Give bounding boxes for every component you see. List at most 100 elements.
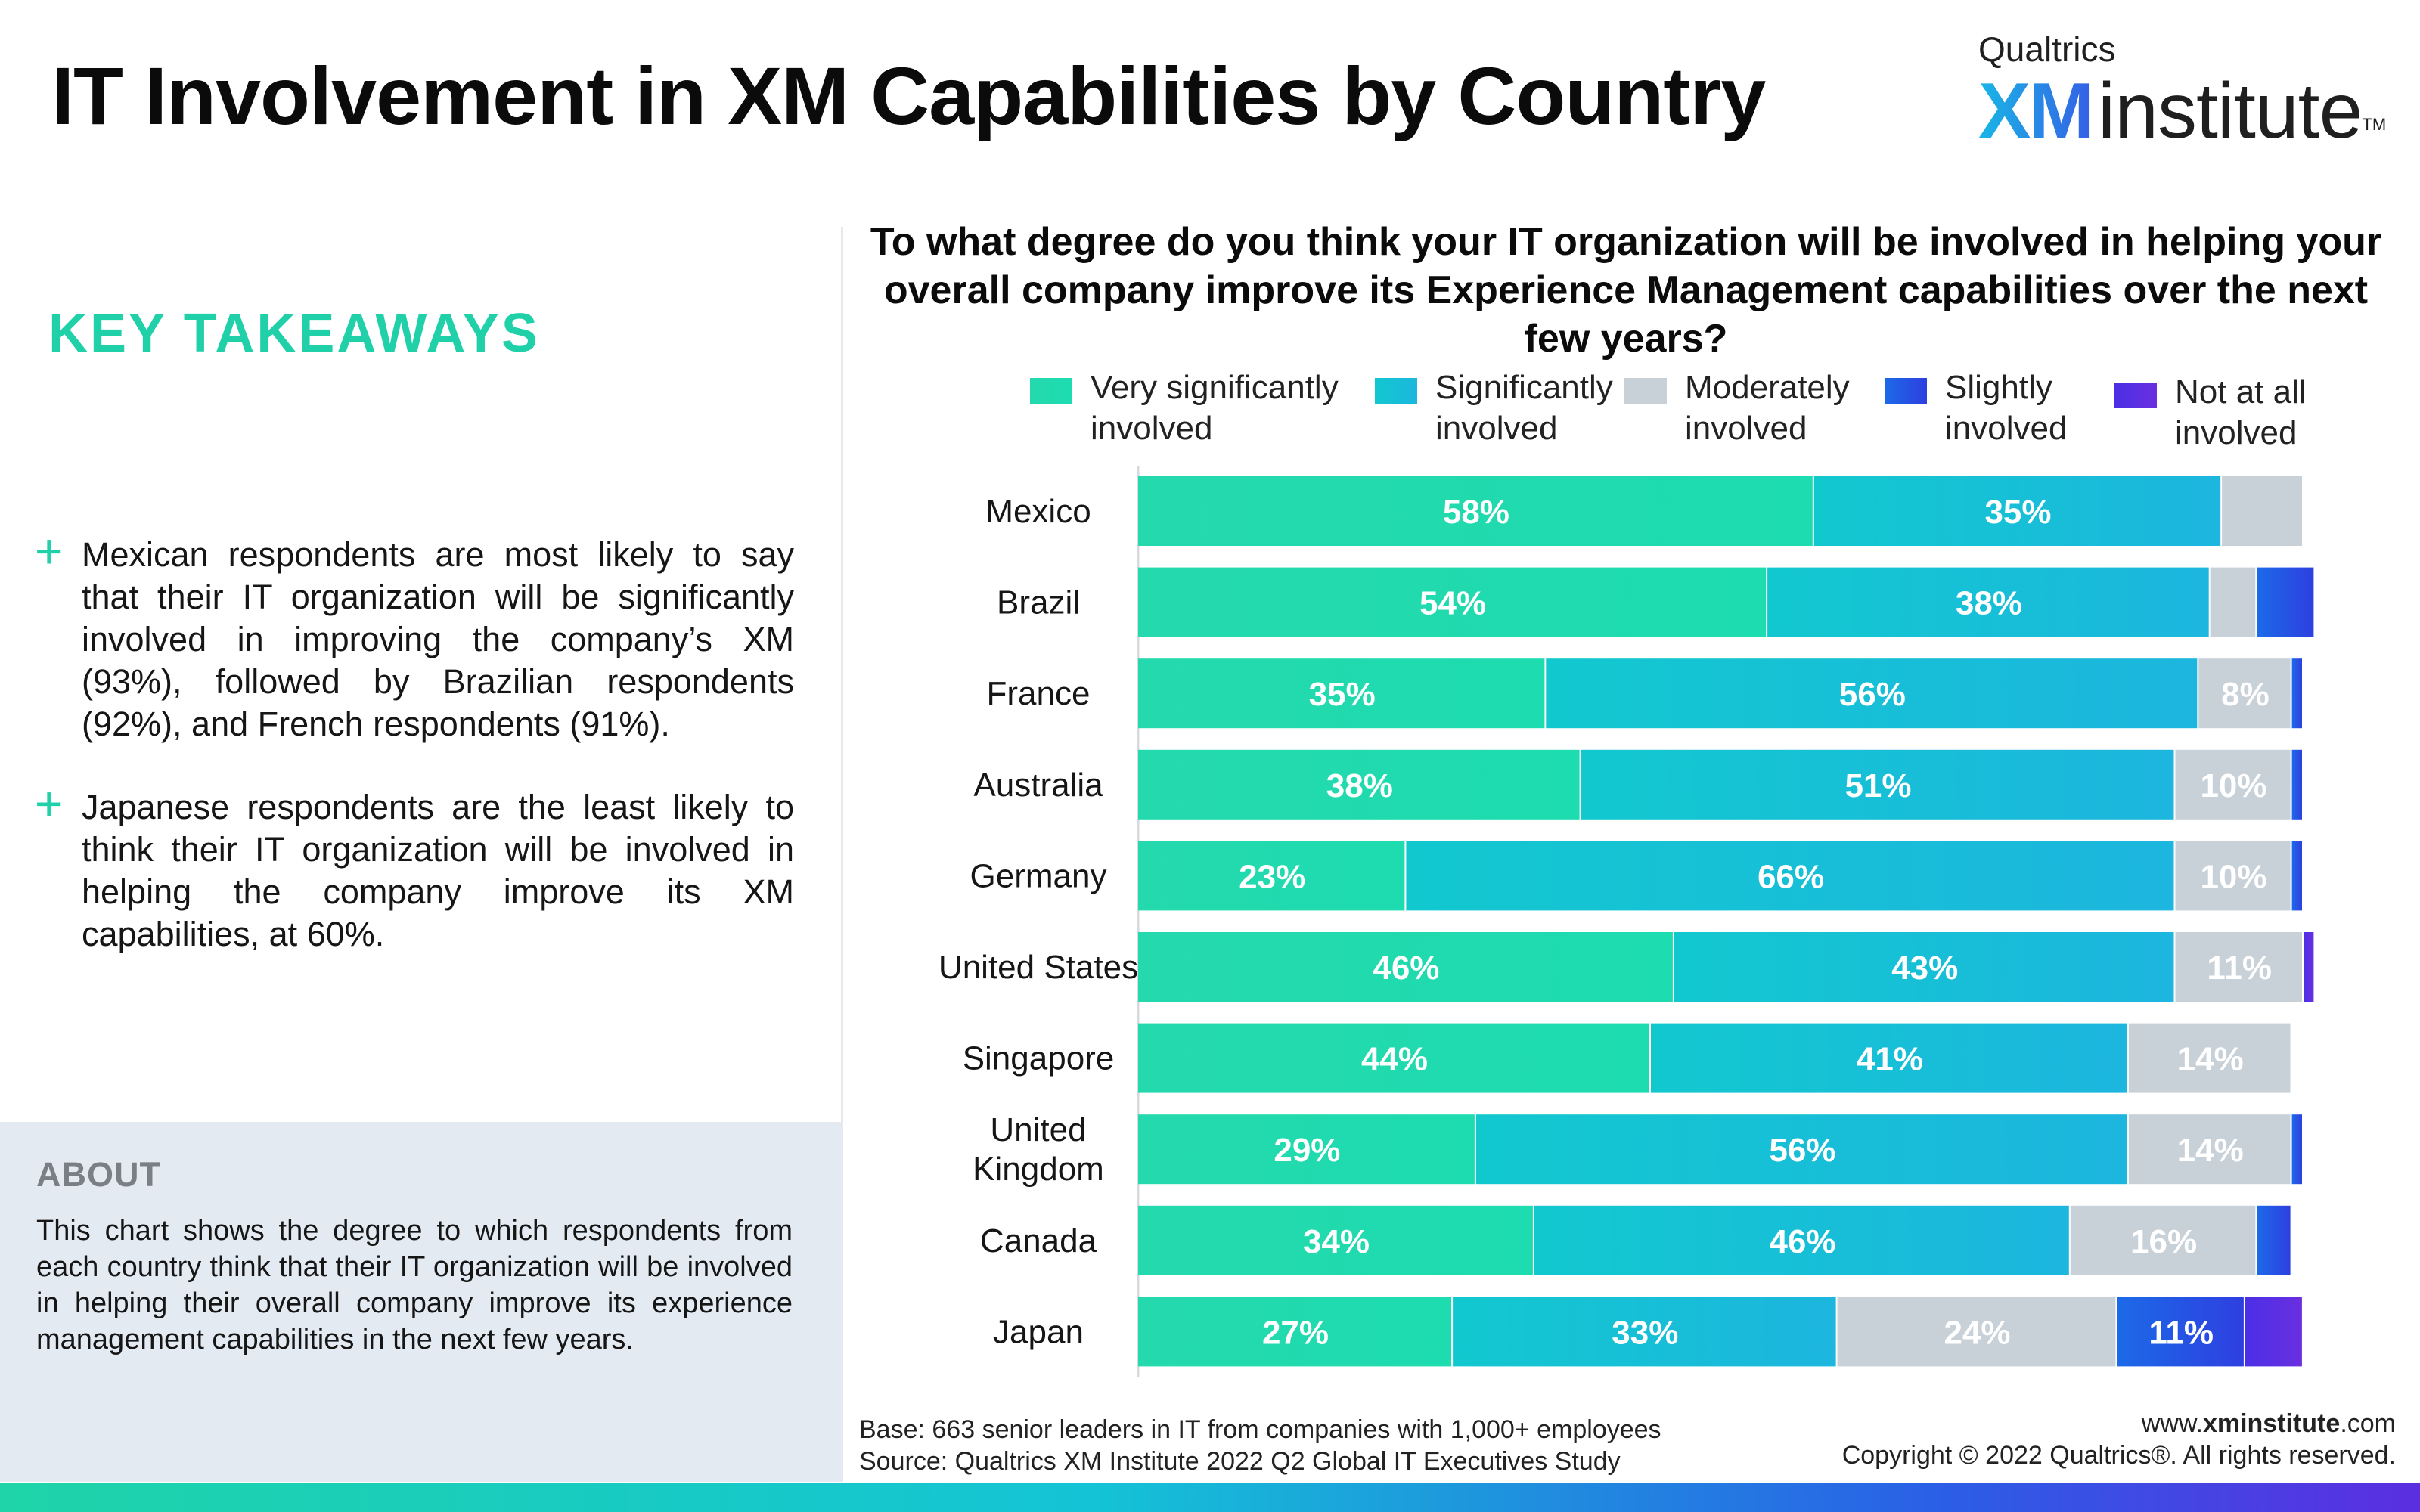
bar-segment bbox=[1138, 1205, 1533, 1275]
bar-segment bbox=[1651, 1023, 2127, 1093]
legend-label: Very significantly involved bbox=[1091, 369, 1339, 447]
bar-segment bbox=[1138, 749, 1580, 820]
bottom-gradient-bar bbox=[0, 1483, 2420, 1512]
plus-icon: + bbox=[35, 524, 64, 578]
data-label: 34% bbox=[1303, 1223, 1370, 1260]
bar-segment bbox=[2291, 658, 2302, 729]
bar-segment bbox=[1138, 1114, 1475, 1185]
about-panel: ABOUT This chart shows the degree to whi… bbox=[0, 1122, 841, 1482]
chart-title: To what degree do you think your IT orga… bbox=[870, 220, 2382, 361]
bar-segment bbox=[1138, 658, 1545, 729]
bar-segment bbox=[2117, 1297, 2244, 1367]
data-label: 23% bbox=[1239, 858, 1305, 895]
category-label: France bbox=[987, 675, 1091, 712]
bar-segment bbox=[1475, 1114, 2127, 1185]
url-domain: xminstitute bbox=[2202, 1409, 2341, 1438]
takeaway-item: + Mexican respondents are most likely to… bbox=[35, 524, 794, 745]
bar-segment bbox=[1138, 932, 1673, 1002]
legend-label: Slightly involved bbox=[1945, 369, 2068, 447]
bar-segment bbox=[1581, 749, 2174, 820]
data-label: 24% bbox=[1944, 1314, 2010, 1351]
copyright-block: www.xminstitute.com Copyright © 2022 Qua… bbox=[1842, 1408, 2396, 1471]
logo-wordmark: XMinstituteTM bbox=[1978, 70, 2386, 153]
category-label: Japan bbox=[993, 1313, 1084, 1350]
legend-swatch bbox=[1030, 378, 1072, 404]
bar-segment bbox=[1138, 1297, 1452, 1367]
category-label: Australia bbox=[973, 767, 1103, 804]
data-label: 38% bbox=[1326, 767, 1393, 804]
bar-segment bbox=[2222, 476, 2302, 546]
category-label: Singapore bbox=[963, 1040, 1115, 1077]
data-label: 43% bbox=[1891, 950, 1958, 987]
bar-segment bbox=[1813, 476, 2221, 546]
data-label: 11% bbox=[2207, 950, 2272, 987]
url-suffix: .com bbox=[2340, 1409, 2396, 1438]
data-label: 54% bbox=[1419, 585, 1486, 622]
bar-segment bbox=[1138, 1023, 1649, 1093]
bar-segment bbox=[2198, 658, 2291, 729]
data-label: 14% bbox=[2177, 1132, 2244, 1169]
bar-segment bbox=[2304, 932, 2314, 1002]
legend-swatch bbox=[1885, 378, 1927, 404]
chart-legend: Very significantly involved Significantl… bbox=[0, 367, 2420, 458]
bar-segment bbox=[1546, 658, 2198, 729]
bar-segment bbox=[1138, 476, 1813, 546]
about-heading: ABOUT bbox=[36, 1155, 161, 1194]
bar-segment bbox=[1674, 932, 2174, 1002]
category-label: United Kingdom bbox=[973, 1111, 1104, 1188]
data-label: 46% bbox=[1769, 1223, 1835, 1260]
category-label: Brazil bbox=[997, 584, 1080, 621]
logo-trademark: TM bbox=[2362, 115, 2387, 134]
category-label: United States bbox=[939, 949, 1138, 986]
data-label: 58% bbox=[1443, 494, 1509, 531]
bar-segment bbox=[2128, 1114, 2291, 1185]
website-link[interactable]: www.xminstitute.com bbox=[1842, 1408, 2396, 1439]
data-label: 56% bbox=[1839, 676, 1906, 713]
key-takeaways-heading: KEY TAKEAWAYS bbox=[48, 303, 540, 364]
data-label: 10% bbox=[2200, 858, 2266, 895]
bar-segment bbox=[1767, 567, 2209, 637]
bar-segment bbox=[2291, 1114, 2302, 1185]
bar-segment bbox=[1406, 841, 2174, 911]
category-label: Germany bbox=[970, 857, 1107, 894]
data-label: 27% bbox=[1262, 1314, 1329, 1351]
bar-segment bbox=[2210, 567, 2256, 637]
legend-label: Moderately involved bbox=[1685, 369, 1850, 447]
takeaway-text: Mexican respondents are most likely to s… bbox=[82, 535, 794, 743]
bar-segment bbox=[2175, 841, 2291, 911]
data-label: 56% bbox=[1769, 1132, 1835, 1169]
url-prefix: www. bbox=[2141, 1409, 2203, 1438]
data-label: 33% bbox=[1612, 1314, 1678, 1351]
data-label: 35% bbox=[1309, 676, 1376, 713]
legend-swatch bbox=[1624, 378, 1667, 404]
plus-icon: + bbox=[35, 776, 64, 831]
legend-swatch bbox=[2114, 383, 2157, 408]
takeaway-text: Japanese respondents are the least likel… bbox=[82, 788, 794, 953]
bar-segment bbox=[1534, 1205, 2069, 1275]
bar-segment bbox=[2070, 1205, 2256, 1275]
bar-segment bbox=[2257, 1205, 2291, 1275]
bar-segment bbox=[1138, 841, 1405, 911]
footnote: Base: 663 senior leaders in IT from comp… bbox=[859, 1414, 1661, 1477]
bar-segment bbox=[2128, 1023, 2291, 1093]
legend-label: Not at all involved bbox=[2175, 373, 2307, 451]
xm-institute-logo: Qualtrics XMinstituteTM bbox=[1978, 29, 2387, 153]
bar-segment bbox=[2175, 932, 2302, 1002]
data-label: 51% bbox=[1844, 767, 1911, 804]
page-title: IT Involvement in XM Capabilities by Cou… bbox=[51, 50, 1766, 141]
data-label: 16% bbox=[2130, 1223, 2197, 1260]
bar-segment bbox=[2245, 1297, 2302, 1367]
data-label: 8% bbox=[2221, 676, 2270, 713]
footnote-source: Source: Qualtrics XM Institute 2022 Q2 G… bbox=[859, 1447, 1621, 1476]
legend-swatch bbox=[1375, 378, 1417, 404]
logo-qualtrics-text: Qualtrics bbox=[1978, 29, 2116, 69]
data-label: 46% bbox=[1373, 950, 1439, 987]
about-body: This chart shows the degree to which res… bbox=[36, 1215, 793, 1356]
legend-label: Significantly involved bbox=[1435, 369, 1613, 447]
bar-segment bbox=[1453, 1297, 1836, 1367]
data-label: 11% bbox=[2149, 1314, 2214, 1351]
panel-divider bbox=[841, 227, 843, 1482]
logo-institute-text: institute bbox=[2098, 67, 2363, 155]
copyright-text: Copyright © 2022 Qualtrics®. All rights … bbox=[1841, 1441, 2396, 1470]
data-label: 41% bbox=[1857, 1041, 1923, 1078]
